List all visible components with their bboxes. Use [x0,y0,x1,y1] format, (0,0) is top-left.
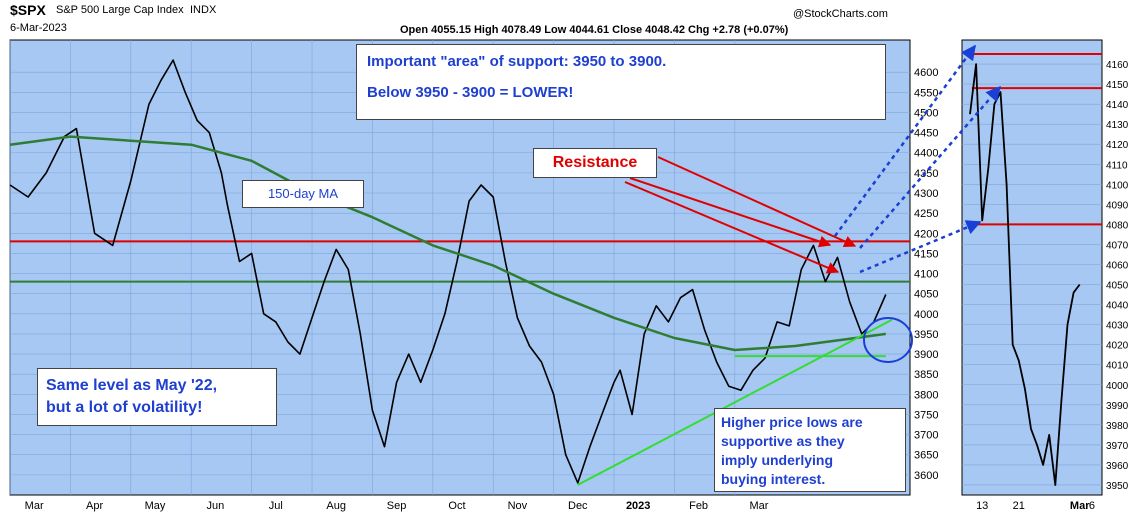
dotted-arrow-2 [859,85,1001,249]
main-ytick-label: 4350 [914,168,938,180]
higher-lows-note: Higher price lows are supportive as they… [714,408,906,492]
support-note-line2: Below 3950 - 3900 = LOWER! [367,84,574,101]
main-ytick-label: 4250 [914,208,938,220]
zoom-ytick-label: 3990 [1106,401,1129,412]
zoom-ytick-label: 4000 [1106,381,1129,392]
main-series-support [577,318,893,486]
main-xtick-label: Mar [25,500,44,512]
main-ytick-label: 4550 [914,87,938,99]
zoom-ytick-label: 4050 [1106,281,1129,292]
main-xtick-label: Aug [326,500,346,512]
zoom-xtick-label: Mar [1070,500,1090,512]
dotted-arrow-3 [859,220,982,274]
annotation-arrows [624,44,1001,363]
zoom-ytick-label: 3960 [1106,461,1129,472]
main-ytick-label: 3600 [914,470,938,482]
main-xtick-label: Dec [568,500,588,512]
resistance-label: Resistance [533,148,657,178]
support-note-line1: Important "area" of support: 3950 to 390… [367,53,667,70]
main-ytick-label: 3750 [914,409,938,421]
main-ytick-label: 4100 [914,269,938,281]
zoom-ytick-label: 4140 [1106,100,1129,111]
higher-lows-line1: Higher price lows are [721,414,863,430]
same-level-line1: Same level as May '22, [46,377,218,394]
zoom-ytick-label: 4030 [1106,321,1129,332]
header-exchange: INDX [190,4,217,16]
zoom-ytick-label: 4070 [1106,240,1129,251]
header-symbol: $SPX [10,2,46,18]
zoom-xtick-label: 6 [1089,500,1095,512]
ma-label: 150-day MA [242,180,364,208]
header-ohlc: Open 4055.15 High 4078.49 Low 4044.61 Cl… [400,24,789,36]
zoom-series-price [969,63,1081,486]
main-ytick-label: 3950 [914,329,938,341]
main-xtick-label: Jul [269,500,283,512]
zoom-ytick-label: 4100 [1106,180,1129,191]
header-name: S&P 500 Large Cap Index [56,4,184,16]
higher-lows-line4: buying interest. [721,471,826,487]
main-ytick-label: 3900 [914,349,938,361]
main-xtick-label: Jun [206,500,224,512]
zoom-xtick-label: 13 [976,500,988,512]
zoom-ytick-label: 4040 [1106,301,1129,312]
zoom-ytick-label: 4090 [1106,200,1129,211]
support-note: Important "area" of support: 3950 to 390… [356,44,886,120]
higher-lows-line3: imply underlying [721,452,834,468]
main-xtick-label: May [145,500,166,512]
zoom-ytick-label: 4020 [1106,341,1129,352]
zoom-ytick-label: 3970 [1106,441,1129,452]
zoom-ytick-label: 3950 [1106,481,1129,492]
support-circle [863,317,913,363]
same-level-note: Same level as May '22, but a lot of vola… [37,368,277,426]
main-xtick-label: 2023 [626,500,650,512]
zoom-ytick-label: 3980 [1106,421,1129,432]
zoom-ytick-label: 4060 [1106,260,1129,271]
main-ytick-label: 4050 [914,289,938,301]
main-series-price [9,59,887,484]
zoom-ytick-label: 4130 [1106,120,1129,131]
main-ytick-label: 4150 [914,248,938,260]
main-xtick-label: Oct [448,500,465,512]
zoom-ytick-label: 4160 [1106,60,1129,71]
main-xtick-label: Mar [750,500,769,512]
zoom-ytick-label: 4010 [1106,361,1129,372]
main-ytick-label: 3700 [914,430,938,442]
main-ytick-label: 3800 [914,389,938,401]
main-ytick-label: 4200 [914,228,938,240]
main-xtick-label: Nov [508,500,528,512]
main-xtick-label: Feb [689,500,708,512]
main-ytick-label: 3850 [914,369,938,381]
main-ytick-label: 4400 [914,148,938,160]
header-source: @StockCharts.com [793,8,888,20]
zoom-ytick-label: 4110 [1106,160,1128,171]
main-ytick-label: 4000 [914,309,938,321]
main-xtick-label: Apr [86,500,103,512]
main-ytick-label: 3650 [914,450,938,462]
header-date: 6-Mar-2023 [10,22,67,34]
resistance-arrow-2 [629,177,832,248]
resistance-arrow-3 [624,181,840,274]
zoom-ytick-label: 4080 [1106,220,1129,231]
main-series-ma [9,135,886,352]
zoom-panel-bg [962,40,1102,495]
main-xtick-label: Sep [387,500,407,512]
same-level-line2: but a lot of volatility! [46,399,203,416]
main-ytick-label: 4300 [914,188,938,200]
main-ytick-label: 4450 [914,128,938,140]
main-ytick-label: 4600 [914,67,938,79]
resistance-arrow-1 [657,156,857,248]
zoom-panel-frame [961,39,1103,496]
zoom-ytick-label: 4120 [1106,140,1129,151]
higher-lows-line2: supportive as they [721,433,845,449]
zoom-xtick-label: 21 [1013,500,1025,512]
zoom-ytick-label: 4150 [1106,80,1129,91]
